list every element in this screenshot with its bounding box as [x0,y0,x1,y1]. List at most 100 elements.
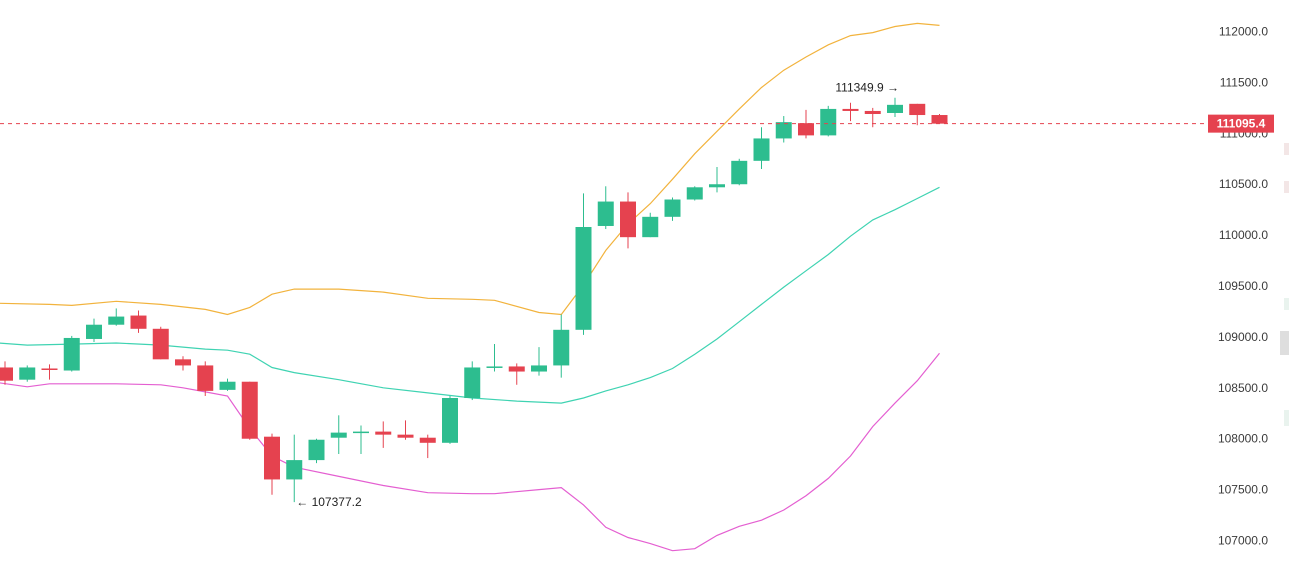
candle[interactable] [709,166,725,193]
candle-body [731,160,748,185]
candle-body [41,368,58,370]
edge-marker [1284,298,1289,310]
candle-body [19,367,36,380]
candle[interactable] [86,318,102,343]
candle-body [486,366,503,368]
candle[interactable] [108,308,125,326]
candle[interactable] [219,378,236,391]
candle-body [264,436,280,480]
candle-body [0,367,13,381]
candle[interactable] [397,420,414,440]
candle[interactable] [175,356,191,371]
candle-body [219,381,236,390]
y-tick-label: 112000.0 [1219,25,1268,39]
candle[interactable] [820,105,837,137]
candle[interactable] [330,415,347,454]
candle[interactable] [308,438,325,464]
candle[interactable] [597,186,614,230]
current-price-tag: 111095.4 [1208,114,1274,133]
y-tick-label: 107000.0 [1218,534,1268,548]
candle-body [664,199,681,217]
candle[interactable] [531,347,547,376]
candle-body [375,431,392,435]
candle-body [887,104,903,113]
y-tick-label: 108500.0 [1218,381,1268,395]
candle[interactable] [664,197,681,221]
candle-body [130,315,147,329]
candle[interactable] [508,363,525,385]
candle-body [353,431,369,434]
candle[interactable] [63,335,80,372]
candle[interactable] [130,310,147,333]
y-tick-label: 111500.0 [1220,75,1269,89]
candle[interactable] [19,365,36,382]
candle[interactable] [197,361,214,396]
candle-body [397,434,414,438]
candle[interactable] [842,102,859,122]
candle-body [798,123,814,136]
candle-body [241,381,258,439]
candle-body [553,329,570,366]
candle-body [86,324,102,339]
candle-body [63,337,80,371]
candle[interactable] [731,158,748,186]
candle[interactable] [241,381,258,440]
candles[interactable] [0,97,948,503]
candle[interactable] [0,361,13,385]
candle[interactable] [464,361,481,401]
candle-body [775,122,792,139]
candle[interactable] [887,97,903,118]
candle[interactable] [620,192,636,249]
candle[interactable] [286,434,303,503]
candle-body [152,328,169,360]
candle-body [753,138,770,161]
candle-body [597,201,614,226]
candle[interactable] [442,395,458,444]
candle[interactable] [41,364,58,380]
candle-body [575,226,592,330]
candle[interactable] [642,212,659,238]
candle-body [464,367,481,399]
candle-body [175,359,191,366]
candle[interactable] [686,186,703,201]
low-price-annotation: ← 107377.2 [296,495,362,509]
candle[interactable] [264,433,280,495]
candle-body [308,439,325,461]
candle[interactable] [553,314,570,378]
candle[interactable] [152,326,169,360]
candle-body [686,187,703,200]
price-tag-label: 111095.4 [1217,117,1266,131]
candle[interactable] [375,421,392,448]
candle[interactable] [909,103,926,126]
bollinger-bands [0,22,940,552]
annotations: ← 107377.2 111349.9 → [296,81,899,509]
y-axis[interactable]: 112000.0111500.0111000.0110500.0110000.0… [1218,25,1268,548]
edge-marker [1284,181,1289,193]
candle[interactable] [931,114,948,124]
candle[interactable] [486,344,503,372]
candle-body [864,110,881,115]
candle-body [709,184,725,188]
candle[interactable] [419,434,436,459]
candle[interactable] [798,109,814,139]
candle[interactable] [575,193,592,335]
candle-body [909,103,926,116]
candle[interactable] [353,425,369,454]
candle-body [820,108,837,136]
y-tick-label: 108000.0 [1218,432,1268,446]
candle-body [531,365,547,372]
candle[interactable] [775,116,792,143]
y-tick-label: 109000.0 [1218,330,1268,344]
candle-body [197,365,214,391]
y-tick-label: 110000.0 [1219,228,1268,242]
candle[interactable] [753,127,770,169]
candle-body [286,460,303,480]
scroll-handle[interactable] [1280,331,1289,355]
candle-body [508,366,525,372]
candle[interactable] [864,107,881,128]
candle-body [330,432,347,438]
y-tick-label: 109500.0 [1218,279,1268,293]
edge-marker [1284,410,1289,426]
